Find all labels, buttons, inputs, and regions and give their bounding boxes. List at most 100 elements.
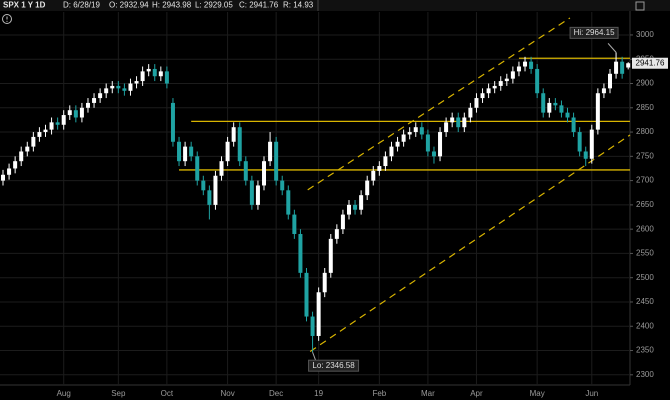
candle-body bbox=[13, 161, 18, 169]
lo-label: Lo: 2346.58 bbox=[312, 361, 355, 370]
candle-body bbox=[31, 136, 36, 147]
candle-body bbox=[377, 166, 382, 171]
candle-body bbox=[371, 170, 376, 181]
candle-body bbox=[547, 102, 552, 113]
candle-body bbox=[140, 71, 145, 82]
candle-body bbox=[61, 115, 66, 125]
y-tick-label: 2800 bbox=[636, 127, 654, 136]
x-tick-label: Dec bbox=[269, 389, 283, 398]
header-low: L: 2929.05 bbox=[195, 1, 233, 10]
candle-body bbox=[523, 61, 528, 67]
candle-body bbox=[510, 71, 515, 79]
candle-body bbox=[425, 134, 430, 152]
candle-body bbox=[146, 68, 151, 72]
candle-body bbox=[419, 127, 424, 135]
candle-body bbox=[553, 102, 558, 106]
header-date: D: 6/28/19 bbox=[63, 1, 100, 10]
candle-body bbox=[292, 214, 297, 235]
hi-label-box bbox=[569, 26, 619, 39]
candle-body bbox=[152, 68, 157, 77]
x-tick-label: Aug bbox=[57, 389, 71, 398]
candle-body bbox=[462, 117, 467, 128]
x-tick-label: Jun bbox=[585, 389, 598, 398]
x-tick-label: May bbox=[530, 389, 545, 398]
candle-body bbox=[504, 78, 509, 82]
last-price-box bbox=[632, 57, 668, 69]
y-tick-label: 2500 bbox=[636, 273, 654, 282]
y-tick-label: 2650 bbox=[636, 200, 654, 209]
candle-body bbox=[286, 190, 291, 215]
header-high: H: 2943.98 bbox=[152, 1, 192, 10]
candle-body bbox=[401, 134, 406, 142]
candle-body bbox=[456, 117, 461, 128]
candle-body bbox=[583, 151, 588, 159]
candle-body bbox=[389, 146, 394, 157]
candle-body bbox=[177, 141, 182, 162]
candle-body bbox=[626, 63, 631, 68]
candle-body bbox=[231, 127, 236, 142]
candle-body bbox=[201, 180, 206, 191]
lo-label-box bbox=[308, 359, 360, 372]
candle-body bbox=[213, 175, 218, 205]
x-tick-label: Mar bbox=[421, 389, 435, 398]
candle-body bbox=[243, 161, 248, 181]
candle-body bbox=[595, 93, 600, 130]
candle-body bbox=[444, 122, 449, 133]
x-tick-label: Feb bbox=[372, 389, 386, 398]
candle-body bbox=[219, 161, 224, 176]
candle-body bbox=[43, 129, 48, 133]
candle-body bbox=[128, 83, 133, 91]
candle-body bbox=[104, 88, 109, 94]
x-tick-label: 19 bbox=[314, 389, 323, 398]
candle-body bbox=[262, 161, 267, 186]
candle-body bbox=[92, 98, 97, 103]
settings-icon[interactable] bbox=[635, 1, 645, 11]
candle-body bbox=[541, 93, 546, 113]
y-tick-label: 2850 bbox=[636, 103, 654, 112]
candle-body bbox=[225, 141, 230, 162]
y-tick-label: 2350 bbox=[636, 346, 654, 355]
candle-body bbox=[480, 93, 485, 99]
candle-body bbox=[431, 151, 436, 157]
y-tick-label: 3000 bbox=[636, 30, 654, 39]
hi-label: Hi: 2964.15 bbox=[574, 28, 615, 37]
candle-body bbox=[559, 105, 564, 113]
candle-body bbox=[413, 127, 418, 133]
candle-body bbox=[67, 110, 72, 116]
candle-body bbox=[492, 85, 497, 89]
header-close: C: 2941.76 bbox=[239, 1, 279, 10]
candle-body bbox=[189, 146, 194, 157]
candle-body bbox=[170, 102, 175, 142]
candle-body bbox=[298, 234, 303, 273]
candle-body bbox=[85, 102, 90, 108]
candle-body bbox=[19, 151, 24, 162]
candle-body bbox=[7, 168, 12, 175]
candle-body bbox=[486, 88, 491, 94]
candle-body bbox=[353, 204, 358, 210]
candle-body bbox=[365, 180, 370, 196]
candle-body bbox=[268, 141, 273, 162]
candle-body bbox=[116, 85, 121, 89]
candle-body bbox=[73, 110, 78, 118]
x-tick-label: Oct bbox=[161, 389, 174, 398]
candle-body bbox=[316, 292, 321, 336]
candle-body bbox=[383, 156, 388, 167]
header: SPX 1 Y 1D D: 6/28/19 O: 2932.94 H: 2943… bbox=[3, 1, 314, 10]
candle-body bbox=[620, 61, 625, 74]
candle-body bbox=[407, 132, 412, 135]
y-tick-label: 2400 bbox=[636, 321, 654, 330]
candle-body bbox=[98, 93, 103, 99]
y-tick-label: 2600 bbox=[636, 224, 654, 233]
candle-body bbox=[37, 132, 42, 137]
candle-body bbox=[359, 195, 364, 210]
candle-body bbox=[450, 117, 455, 123]
trend-line bbox=[309, 134, 631, 352]
candle-body bbox=[340, 214, 345, 230]
candle-body bbox=[207, 190, 212, 205]
x-tick-label: Nov bbox=[220, 389, 234, 398]
header-bar bbox=[0, 0, 670, 11]
info-icon[interactable] bbox=[2, 14, 12, 24]
candle-body bbox=[346, 204, 351, 215]
candle-body bbox=[110, 85, 115, 89]
